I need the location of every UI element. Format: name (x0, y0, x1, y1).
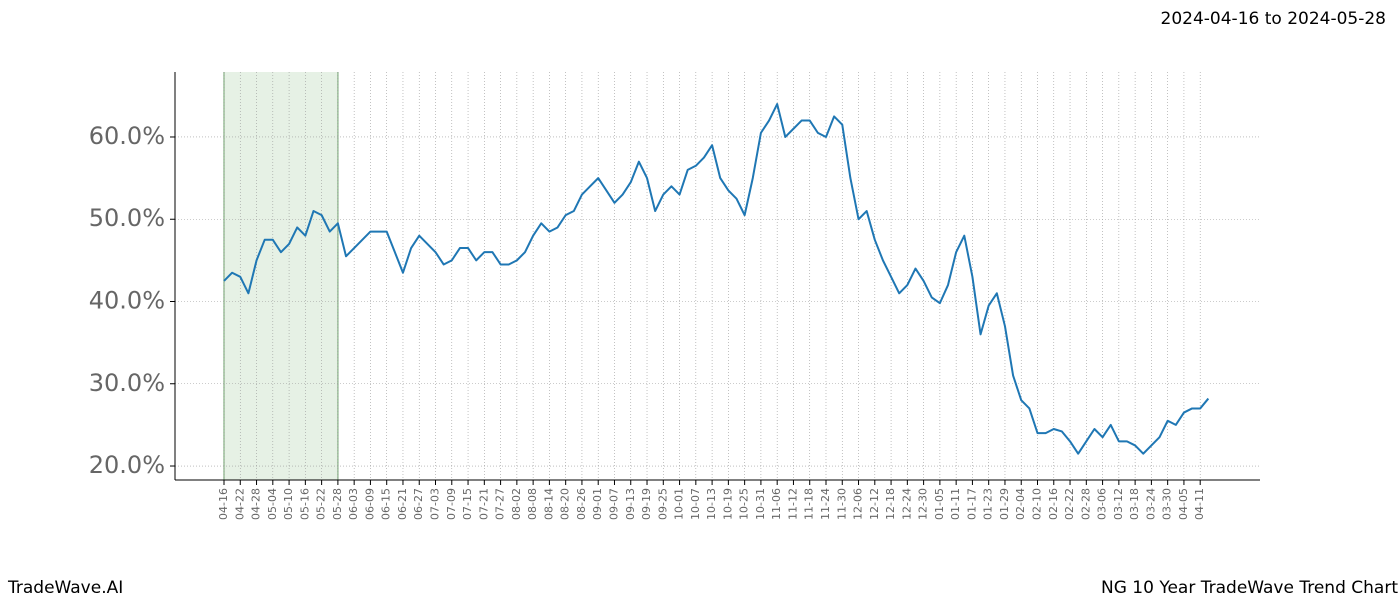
x-tick-label: 12-12 (868, 488, 881, 520)
x-tick-label: 01-17 (965, 488, 978, 520)
x-tick-label: 11-24 (819, 488, 832, 520)
x-tick-label: 03-18 (1128, 488, 1141, 520)
x-tick-label: 02-04 (1014, 488, 1027, 520)
x-tick-label: 11-30 (835, 488, 848, 520)
x-tick-label: 05-16 (298, 488, 311, 520)
x-tick-label: 07-03 (429, 488, 442, 520)
x-tick-label: 11-06 (770, 488, 783, 520)
x-tick-label: 06-03 (347, 488, 360, 520)
x-tick-label: 05-10 (282, 488, 295, 520)
x-tick-label: 07-15 (461, 488, 474, 520)
y-tick-label: 50.0% (89, 204, 165, 232)
x-tick-label: 12-18 (884, 488, 897, 520)
x-tick-label: 06-21 (396, 488, 409, 520)
x-tick-label: 09-13 (624, 488, 637, 520)
x-tick-label: 08-26 (575, 488, 588, 520)
x-tick-label: 09-19 (640, 488, 653, 520)
x-tick-label: 01-11 (949, 488, 962, 520)
x-tick-label: 07-21 (477, 488, 490, 520)
x-tick-label: 06-27 (412, 488, 425, 520)
x-tick-label: 09-25 (656, 488, 669, 520)
x-tick-label: 04-05 (1177, 488, 1190, 520)
x-tick-label: 04-28 (250, 488, 263, 520)
x-tick-label: 03-24 (1144, 488, 1157, 520)
x-tick-label: 03-06 (1096, 488, 1109, 520)
x-tick-label: 02-10 (1031, 488, 1044, 520)
date-range: 2024-04-16 to 2024-05-28 (1161, 9, 1386, 29)
x-tick-label: 03-12 (1112, 488, 1125, 520)
x-tick-label: 09-07 (607, 488, 620, 520)
chart-title: NG 10 Year TradeWave Trend Chart (1101, 578, 1398, 598)
x-tick-label: 08-14 (542, 488, 555, 520)
x-tick-label: 04-16 (217, 488, 230, 520)
highlight-range (224, 72, 338, 480)
x-tick-label: 10-07 (689, 488, 702, 520)
x-tick-label: 06-09 (363, 488, 376, 520)
x-tick-label: 02-22 (1063, 488, 1076, 520)
x-tick-label: 10-19 (721, 488, 734, 520)
x-tick-label: 12-30 (917, 488, 930, 520)
x-tick-label: 11-18 (803, 488, 816, 520)
x-tick-label: 01-29 (998, 488, 1011, 520)
y-tick-label: 40.0% (89, 287, 165, 315)
x-tick-label: 12-24 (900, 488, 913, 520)
x-tick-label: 02-16 (1047, 488, 1060, 520)
x-tick-label: 08-08 (526, 488, 539, 520)
x-tick-label: 04-22 (233, 488, 246, 520)
x-tick-label: 02-28 (1079, 488, 1092, 520)
y-tick-label: 20.0% (89, 451, 165, 479)
x-tick-label: 03-30 (1161, 488, 1174, 520)
x-tick-label: 01-23 (982, 488, 995, 520)
x-tick-label: 10-01 (673, 488, 686, 520)
x-tick-label: 12-06 (852, 488, 865, 520)
brand: TradeWave.AI (7, 578, 123, 598)
x-tick-label: 07-27 (494, 488, 507, 520)
x-tick-label: 10-25 (738, 488, 751, 520)
x-tick-label: 05-04 (266, 488, 279, 520)
x-tick-label: 08-02 (510, 488, 523, 520)
x-tick-label: 04-11 (1193, 488, 1206, 520)
x-tick-label: 07-09 (445, 488, 458, 520)
x-tick-label: 05-22 (315, 488, 328, 520)
x-tick-label: 11-12 (786, 488, 799, 520)
x-tick-label: 06-15 (380, 488, 393, 520)
x-tick-label: 01-05 (933, 488, 946, 520)
y-tick-label: 30.0% (89, 369, 165, 397)
x-tick-label: 09-01 (591, 488, 604, 520)
y-tick-label: 60.0% (89, 122, 165, 150)
x-tick-label: 10-13 (705, 488, 718, 520)
x-tick-label: 05-28 (331, 488, 344, 520)
x-tick-label: 08-20 (559, 488, 572, 520)
line (223, 103, 1210, 455)
x-tick-label: 10-31 (754, 488, 767, 520)
